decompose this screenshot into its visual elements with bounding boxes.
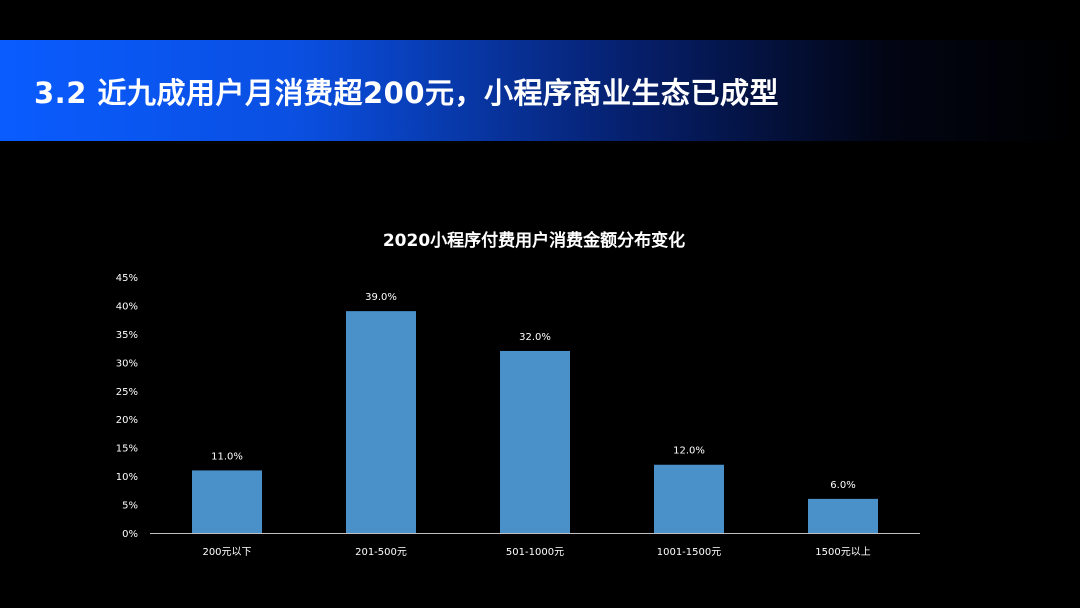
y-tick-label: 10% xyxy=(116,472,138,483)
y-tick-label: 25% xyxy=(116,387,138,398)
y-tick-label: 0% xyxy=(122,529,138,540)
y-tick-label: 40% xyxy=(116,301,138,312)
page-title: 3.2 近九成用户月消费超200元，小程序商业生态已成型 xyxy=(34,76,780,110)
y-axis-ticks: 0% 5% 10% 15% 20% 25% 30% 35% 40% 45% xyxy=(116,273,138,540)
bar-value-label: 6.0% xyxy=(830,480,855,491)
category-label: 501-1000元 xyxy=(506,547,564,558)
y-tick-label: 5% xyxy=(122,501,138,512)
bars-group xyxy=(192,311,878,533)
chart-title: 2020小程序付费用户消费金额分布变化 xyxy=(383,230,685,251)
bar xyxy=(808,498,878,533)
category-label: 200元以下 xyxy=(202,547,251,558)
bar-value-label: 12.0% xyxy=(673,446,705,457)
category-labels-group: 200元以下 201-500元 501-1000元 1001-1500元 1500元以上 xyxy=(202,546,870,558)
data-labels-group: 11.0% 39.0% 32.0% 12.0% 6.0% xyxy=(211,292,856,491)
bar-value-label: 39.0% xyxy=(365,292,397,303)
y-tick-label: 20% xyxy=(116,415,138,426)
y-tick-label: 30% xyxy=(116,358,138,369)
bar xyxy=(346,311,416,533)
y-tick-label: 35% xyxy=(116,330,138,341)
bar-value-label: 11.0% xyxy=(211,451,243,462)
title-banner xyxy=(0,40,1080,141)
y-tick-label: 15% xyxy=(116,444,138,455)
bar xyxy=(500,350,570,533)
bar xyxy=(192,470,262,533)
category-label: 1500元以上 xyxy=(815,546,870,558)
bar xyxy=(654,464,724,533)
bar-value-label: 32.0% xyxy=(519,332,551,343)
category-label: 201-500元 xyxy=(355,547,407,558)
y-tick-label: 45% xyxy=(116,273,138,284)
category-label: 1001-1500元 xyxy=(657,547,722,558)
